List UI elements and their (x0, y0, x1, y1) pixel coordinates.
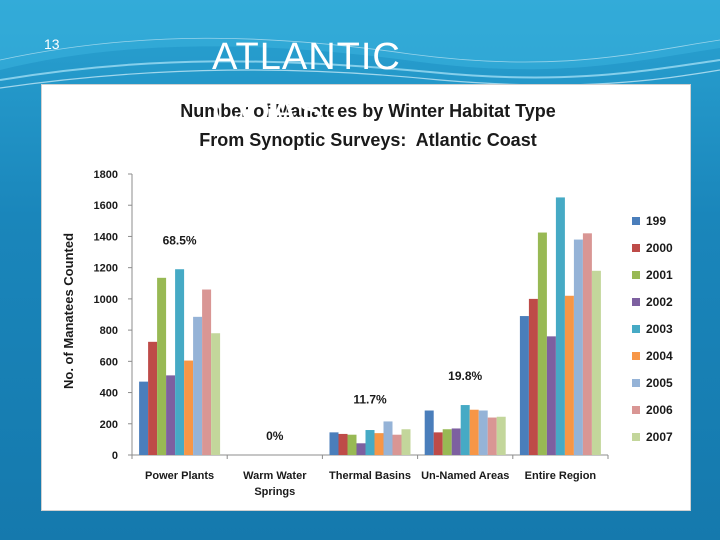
legend-swatch (632, 298, 640, 306)
bar (338, 433, 348, 455)
data-annotation: 19.8% (448, 369, 482, 383)
legend-label: 199 (646, 214, 666, 228)
legend-swatch (632, 217, 640, 225)
legend-swatch (632, 244, 640, 252)
chart-subtitle: From Synoptic Surveys: Atlantic Coast (199, 130, 536, 150)
bar (329, 432, 339, 455)
y-tick-label: 0 (112, 450, 118, 462)
bar (157, 277, 167, 455)
x-tick-label: Springs (254, 486, 295, 498)
bar (347, 434, 357, 455)
x-tick-label: Power Plants (145, 470, 214, 482)
legend-swatch (632, 271, 640, 279)
x-tick-label: Warm Water (243, 470, 307, 482)
legend-swatch (632, 379, 640, 387)
bar (582, 233, 592, 455)
bar (193, 316, 203, 455)
bar (424, 410, 434, 455)
y-tick-label: 1600 (94, 200, 118, 212)
bar (175, 269, 185, 455)
legend-swatch (632, 406, 640, 414)
plot-area: 0 200 400 600 800 1000 1200 1400 1600 1800 Power P… (94, 169, 609, 498)
legend-swatch (632, 325, 640, 333)
y-tick-label: 400 (100, 388, 118, 400)
legend-label: 2000 (646, 241, 673, 255)
y-tick-label: 1800 (94, 169, 118, 181)
bar (433, 432, 443, 455)
chart-title: Number of Manatees by Winter Habitat Typ… (180, 101, 556, 121)
bar (487, 417, 497, 455)
bar (365, 430, 375, 455)
bar (528, 298, 538, 455)
slide-title: ATLANTIC COAST (212, 36, 401, 132)
bar (184, 360, 194, 455)
bar (573, 239, 583, 455)
bar (460, 405, 470, 455)
x-tick-label: Un-Named Areas (421, 470, 509, 482)
bar (591, 270, 601, 455)
x-tick-label: Thermal Basins (329, 470, 411, 482)
bar (537, 232, 547, 455)
y-tick-label: 200 (100, 419, 118, 431)
bar (546, 336, 556, 455)
y-tick-label: 800 (100, 325, 118, 337)
chart-panel: Number of Manatees by Winter Habitat Typ… (41, 84, 691, 511)
legend-label: 2002 (646, 295, 673, 309)
wave-decoration (0, 0, 720, 89)
legend-label: 2001 (646, 268, 673, 282)
x-tick-label: Entire Region (525, 470, 597, 482)
bar (451, 428, 461, 455)
bar (383, 421, 393, 455)
bar (442, 429, 452, 455)
slide-number: 13 (44, 36, 60, 52)
y-tick-label: 1400 (94, 231, 118, 243)
data-annotation: 0% (266, 429, 284, 443)
bar (496, 416, 506, 455)
data-annotation: 68.5% (163, 233, 197, 247)
y-tick-label: 1200 (94, 263, 118, 275)
bar (401, 429, 411, 455)
bar (469, 409, 479, 455)
legend-label: 2006 (646, 403, 673, 417)
bar (374, 433, 384, 455)
legend-label: 2005 (646, 376, 673, 390)
data-annotation: 11.7% (353, 392, 387, 406)
bar (356, 443, 366, 455)
legend-swatch (632, 352, 640, 360)
bar (564, 295, 574, 455)
legend: 199 2000 2001 2002 2003 2004 2005 2006 2007 (632, 214, 673, 444)
bar-chart: Number of Manatees by Winter Habitat Typ… (61, 101, 673, 498)
legend-swatch (632, 433, 640, 441)
legend-label: 2004 (646, 349, 673, 363)
y-axis-label: No. of Manatees Counted (61, 233, 76, 389)
bar (392, 434, 402, 455)
bar (202, 289, 212, 455)
bar (519, 316, 529, 455)
legend-label: 2007 (646, 430, 673, 444)
legend-label: 2003 (646, 322, 673, 336)
bar (478, 410, 488, 455)
bar (211, 333, 221, 455)
bar (148, 341, 158, 455)
bar (139, 381, 149, 455)
bar (166, 375, 176, 455)
y-tick-label: 600 (100, 356, 118, 368)
bar (555, 197, 565, 455)
y-tick-label: 1000 (94, 294, 118, 306)
